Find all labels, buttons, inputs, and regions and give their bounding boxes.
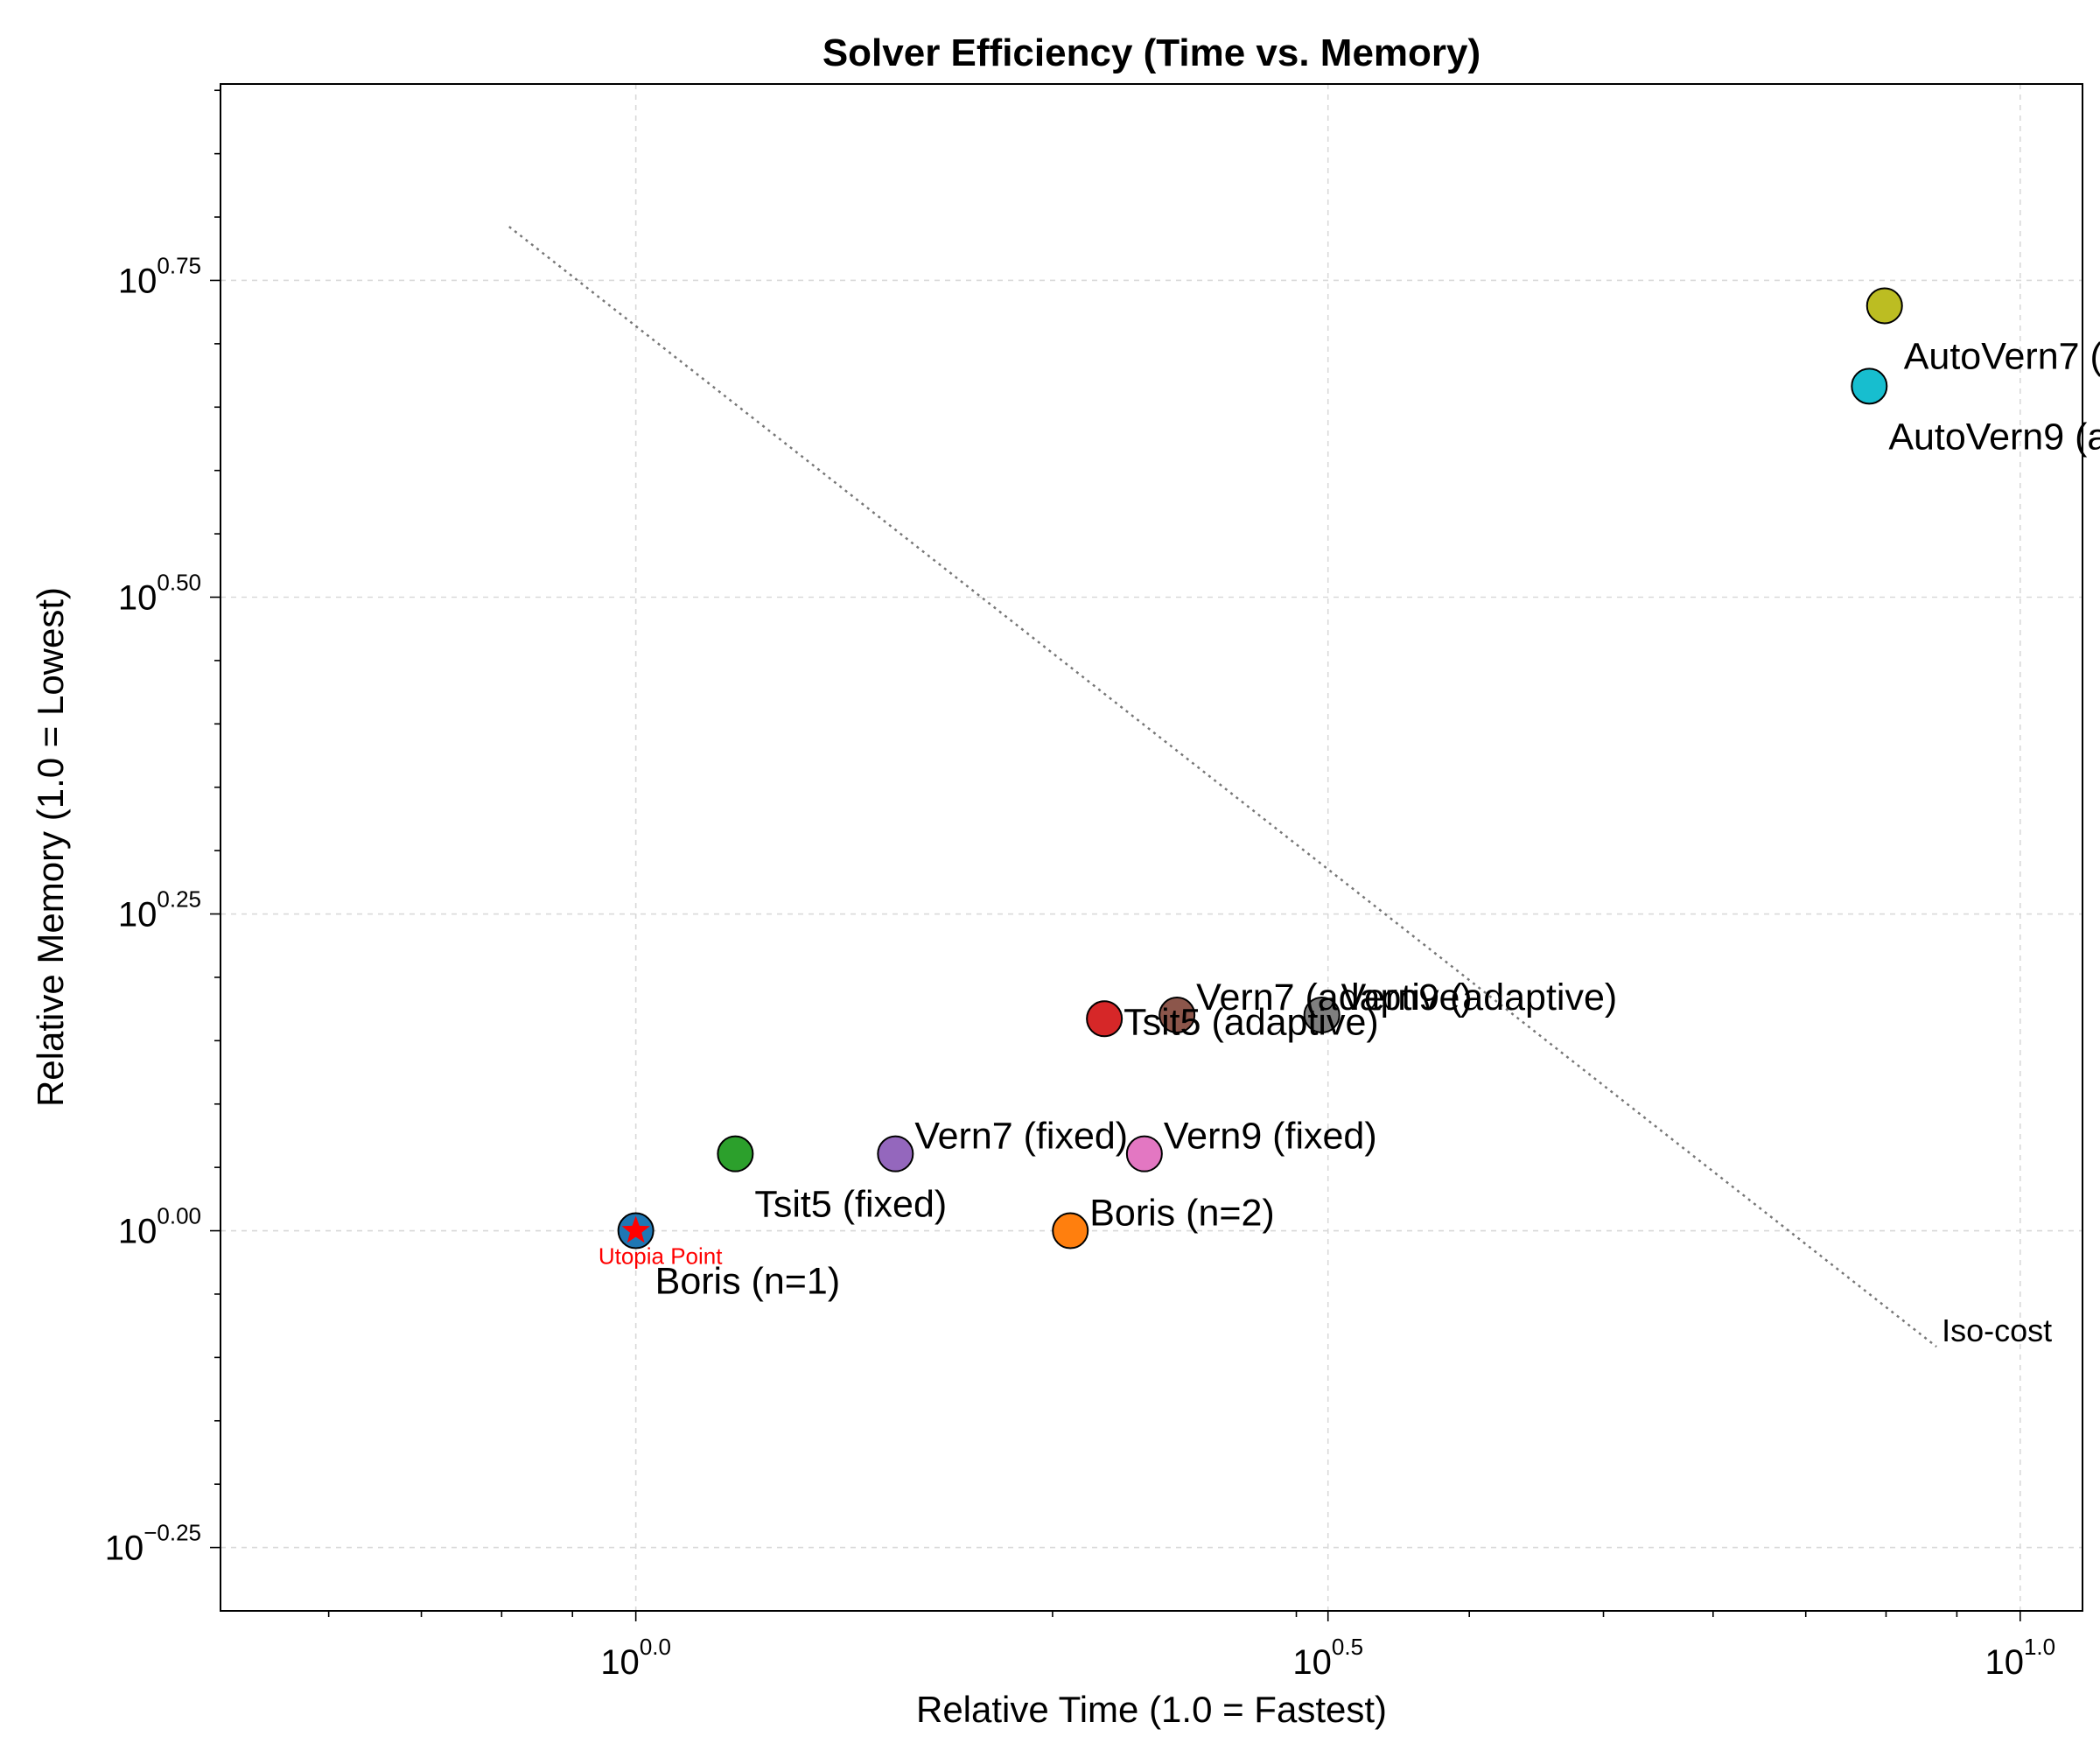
data-point-marker (1125, 1135, 1163, 1172)
y-axis-title: Relative Memory (1.0 = Lowest) (30, 587, 71, 1107)
data-point-marker (717, 1135, 754, 1172)
point-labels: Boris (n=1) Boris (n=2) Tsit5 (fixed) Tsit5… (598, 335, 2100, 1302)
data-point-label: Vern7 (adaptive) (1196, 976, 1473, 1018)
y-tick-label: 100.75 (118, 252, 201, 300)
y-tick-exponent: 0.75 (157, 252, 201, 278)
x-tick-label: 100.0 (600, 1634, 671, 1682)
x-tick-label: 101.0 (1984, 1634, 2055, 1682)
x-tick-base: 10 (1292, 1643, 1332, 1682)
y-tick-label: 100.50 (118, 569, 201, 617)
data-point-marker (1851, 368, 1888, 405)
y-tick-label: 10−0.25 (105, 1520, 201, 1568)
data-point-marker (877, 1135, 914, 1172)
data-point-marker (1866, 287, 1903, 325)
iso-cost-label: Iso-cost (1942, 1312, 2052, 1348)
data-point-marker (1052, 1212, 1089, 1250)
data-point-label: Boris (n=2) (1089, 1193, 1275, 1235)
y-tick-label: 100.00 (118, 1203, 201, 1251)
data-point-marker (1158, 996, 1196, 1033)
data-point-marker (1303, 996, 1340, 1033)
utopia-point-label: Utopia Point (598, 1243, 723, 1270)
data-point-label: Boris (n=1) (655, 1261, 841, 1303)
y-tick-exponent: −0.25 (144, 1520, 201, 1546)
y-tick-base: 10 (118, 578, 158, 617)
y-tick-exponent: 0.00 (157, 1203, 201, 1229)
x-tick-base: 10 (600, 1643, 640, 1682)
iso-cost-line-group: Iso-cost (508, 226, 2052, 1348)
grid (220, 84, 2082, 1611)
data-point-marker (1086, 1000, 1124, 1038)
y-tick-base: 10 (118, 262, 158, 300)
chart-title: Solver Efficiency (Time vs. Memory) (822, 32, 1480, 74)
x-tick-exponent: 0.5 (1332, 1634, 1363, 1660)
data-point-label: AutoVern9 (adaptive) (1888, 416, 2100, 458)
data-points (617, 287, 1903, 1250)
data-point-label: Vern9 (adaptive) (1341, 976, 1618, 1018)
x-axis-title: Relative Time (1.0 = Fastest) (916, 1689, 1387, 1730)
data-point-label: Vern7 (fixed) (914, 1116, 1128, 1158)
y-tick-exponent: 0.25 (157, 886, 201, 913)
data-point-label: Vern9 (fixed) (1164, 1116, 1377, 1158)
x-tick-exponent: 0.0 (640, 1634, 671, 1660)
y-tick-base: 10 (118, 896, 158, 934)
y-tick-base: 10 (105, 1530, 144, 1568)
data-point-label: Tsit5 (adaptive) (1124, 1001, 1379, 1043)
y-tick-label: 100.25 (118, 886, 201, 934)
iso-cost-line (508, 226, 1937, 1348)
data-point-label: Tsit5 (fixed) (754, 1184, 947, 1226)
y-tick-base: 10 (118, 1213, 158, 1251)
utopia-point-star (621, 1215, 650, 1243)
axis-ticks: 100.0 100.5 101.010−0.25100.00100.25100.50… (105, 89, 2055, 1682)
x-tick-exponent: 1.0 (2024, 1634, 2055, 1660)
y-tick-exponent: 0.50 (157, 569, 201, 595)
x-tick-base: 10 (1984, 1643, 2024, 1682)
plot-frame (220, 83, 2083, 1612)
data-point-label: AutoVern7 (adaptive) (1904, 335, 2100, 377)
x-tick-label: 100.5 (1292, 1634, 1363, 1682)
